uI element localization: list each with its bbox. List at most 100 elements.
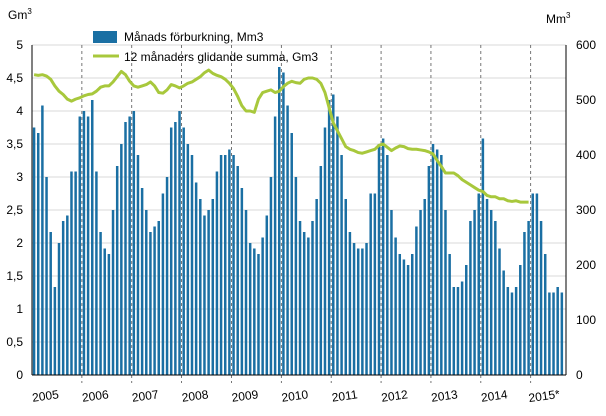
bar [145, 210, 148, 375]
bar [157, 221, 160, 375]
bar [435, 149, 439, 375]
bar [190, 155, 194, 375]
bar [502, 270, 505, 375]
bar [514, 287, 518, 375]
bar [53, 287, 57, 375]
x-year-label: 2005 [31, 387, 60, 405]
bar [327, 100, 331, 375]
bar [286, 105, 289, 375]
bar [552, 292, 555, 375]
bar [66, 215, 69, 375]
bar [261, 237, 264, 375]
left-tick-label: 3,5 [6, 137, 23, 151]
bar [223, 155, 227, 375]
bar [377, 144, 381, 375]
left-tick-label: 0 [16, 368, 23, 382]
bar [440, 155, 443, 375]
bar [311, 221, 314, 375]
bar [477, 193, 480, 375]
bar [111, 210, 115, 375]
bar [149, 232, 152, 375]
bar [115, 166, 119, 375]
x-year-label: 2012 [380, 387, 409, 405]
bar [124, 122, 127, 375]
bar [99, 232, 102, 375]
right-axis-ticks: 0 100 200 300 400 500 600 [576, 38, 596, 382]
bar [336, 116, 339, 375]
bar [315, 199, 318, 375]
bar [41, 105, 44, 375]
legend-bar-swatch [93, 31, 117, 43]
bar [523, 232, 526, 375]
moving-sum-line [33, 68, 529, 204]
bar [319, 166, 323, 375]
bar [556, 287, 559, 375]
x-year-label: 2007 [131, 387, 160, 405]
bar [498, 248, 501, 375]
left-tick-label: 3 [16, 170, 23, 184]
bar [95, 171, 98, 375]
bar [207, 210, 210, 375]
bar [410, 254, 414, 375]
bar [32, 127, 36, 375]
bar [543, 254, 547, 375]
x-year-label: 2015* [528, 387, 561, 405]
bar [215, 171, 219, 375]
right-axis-unit: Mm3 [546, 11, 571, 26]
bar [269, 177, 273, 375]
left-tick-label: 2,5 [6, 203, 23, 217]
bar [510, 292, 514, 375]
bar [273, 116, 277, 375]
left-tick-label: 4 [16, 104, 23, 118]
bar [344, 199, 347, 375]
left-tick-label: 0,5 [6, 335, 23, 349]
bar [381, 138, 385, 375]
x-axis-year-labels: 2005 2006 2007 2008 2009 2010 2011 2012 2013 2014… [31, 387, 561, 405]
right-tick-label: 0 [576, 368, 583, 382]
bar [282, 72, 285, 375]
bar [174, 122, 177, 375]
bar [165, 177, 169, 375]
left-axis-ticks: 0 0,5 1 1,5 2 2,5 3 3,5 4 4,5 5 [6, 38, 23, 382]
bar [244, 210, 248, 375]
x-year-label: 2010 [281, 387, 310, 405]
x-year-label: 2006 [81, 387, 110, 405]
bar [257, 254, 260, 375]
left-tick-label: 1,5 [6, 269, 23, 283]
left-tick-label: 4,5 [6, 71, 23, 85]
bar [240, 188, 244, 375]
right-tick-label: 100 [576, 313, 596, 327]
bar [402, 259, 406, 375]
bar [456, 287, 460, 375]
bar [406, 265, 410, 375]
legend: Månads förburkning, Mm3 12 månaders glid… [93, 30, 318, 64]
bar [91, 100, 94, 375]
bar [136, 155, 140, 375]
bar [485, 199, 489, 375]
bar [332, 94, 335, 375]
bar [294, 177, 298, 375]
bar [427, 166, 431, 375]
bar [203, 215, 206, 375]
bar [128, 116, 131, 375]
bar [423, 199, 426, 375]
left-tick-label: 1 [16, 302, 23, 316]
bar [86, 116, 90, 375]
bar [444, 210, 447, 375]
bar [298, 221, 302, 375]
bar [120, 144, 123, 375]
bar [153, 226, 156, 375]
bar [61, 221, 65, 375]
bar [278, 67, 281, 375]
legend-line-label: 12 månaders glidande summa, Gm3 [124, 50, 318, 64]
bar [419, 210, 422, 375]
bar [232, 155, 235, 375]
bar [103, 248, 106, 375]
right-tick-label: 600 [576, 38, 596, 52]
bar [539, 221, 543, 375]
bar [489, 210, 493, 375]
bar [452, 287, 456, 375]
bar [398, 254, 402, 375]
bar [186, 144, 190, 375]
